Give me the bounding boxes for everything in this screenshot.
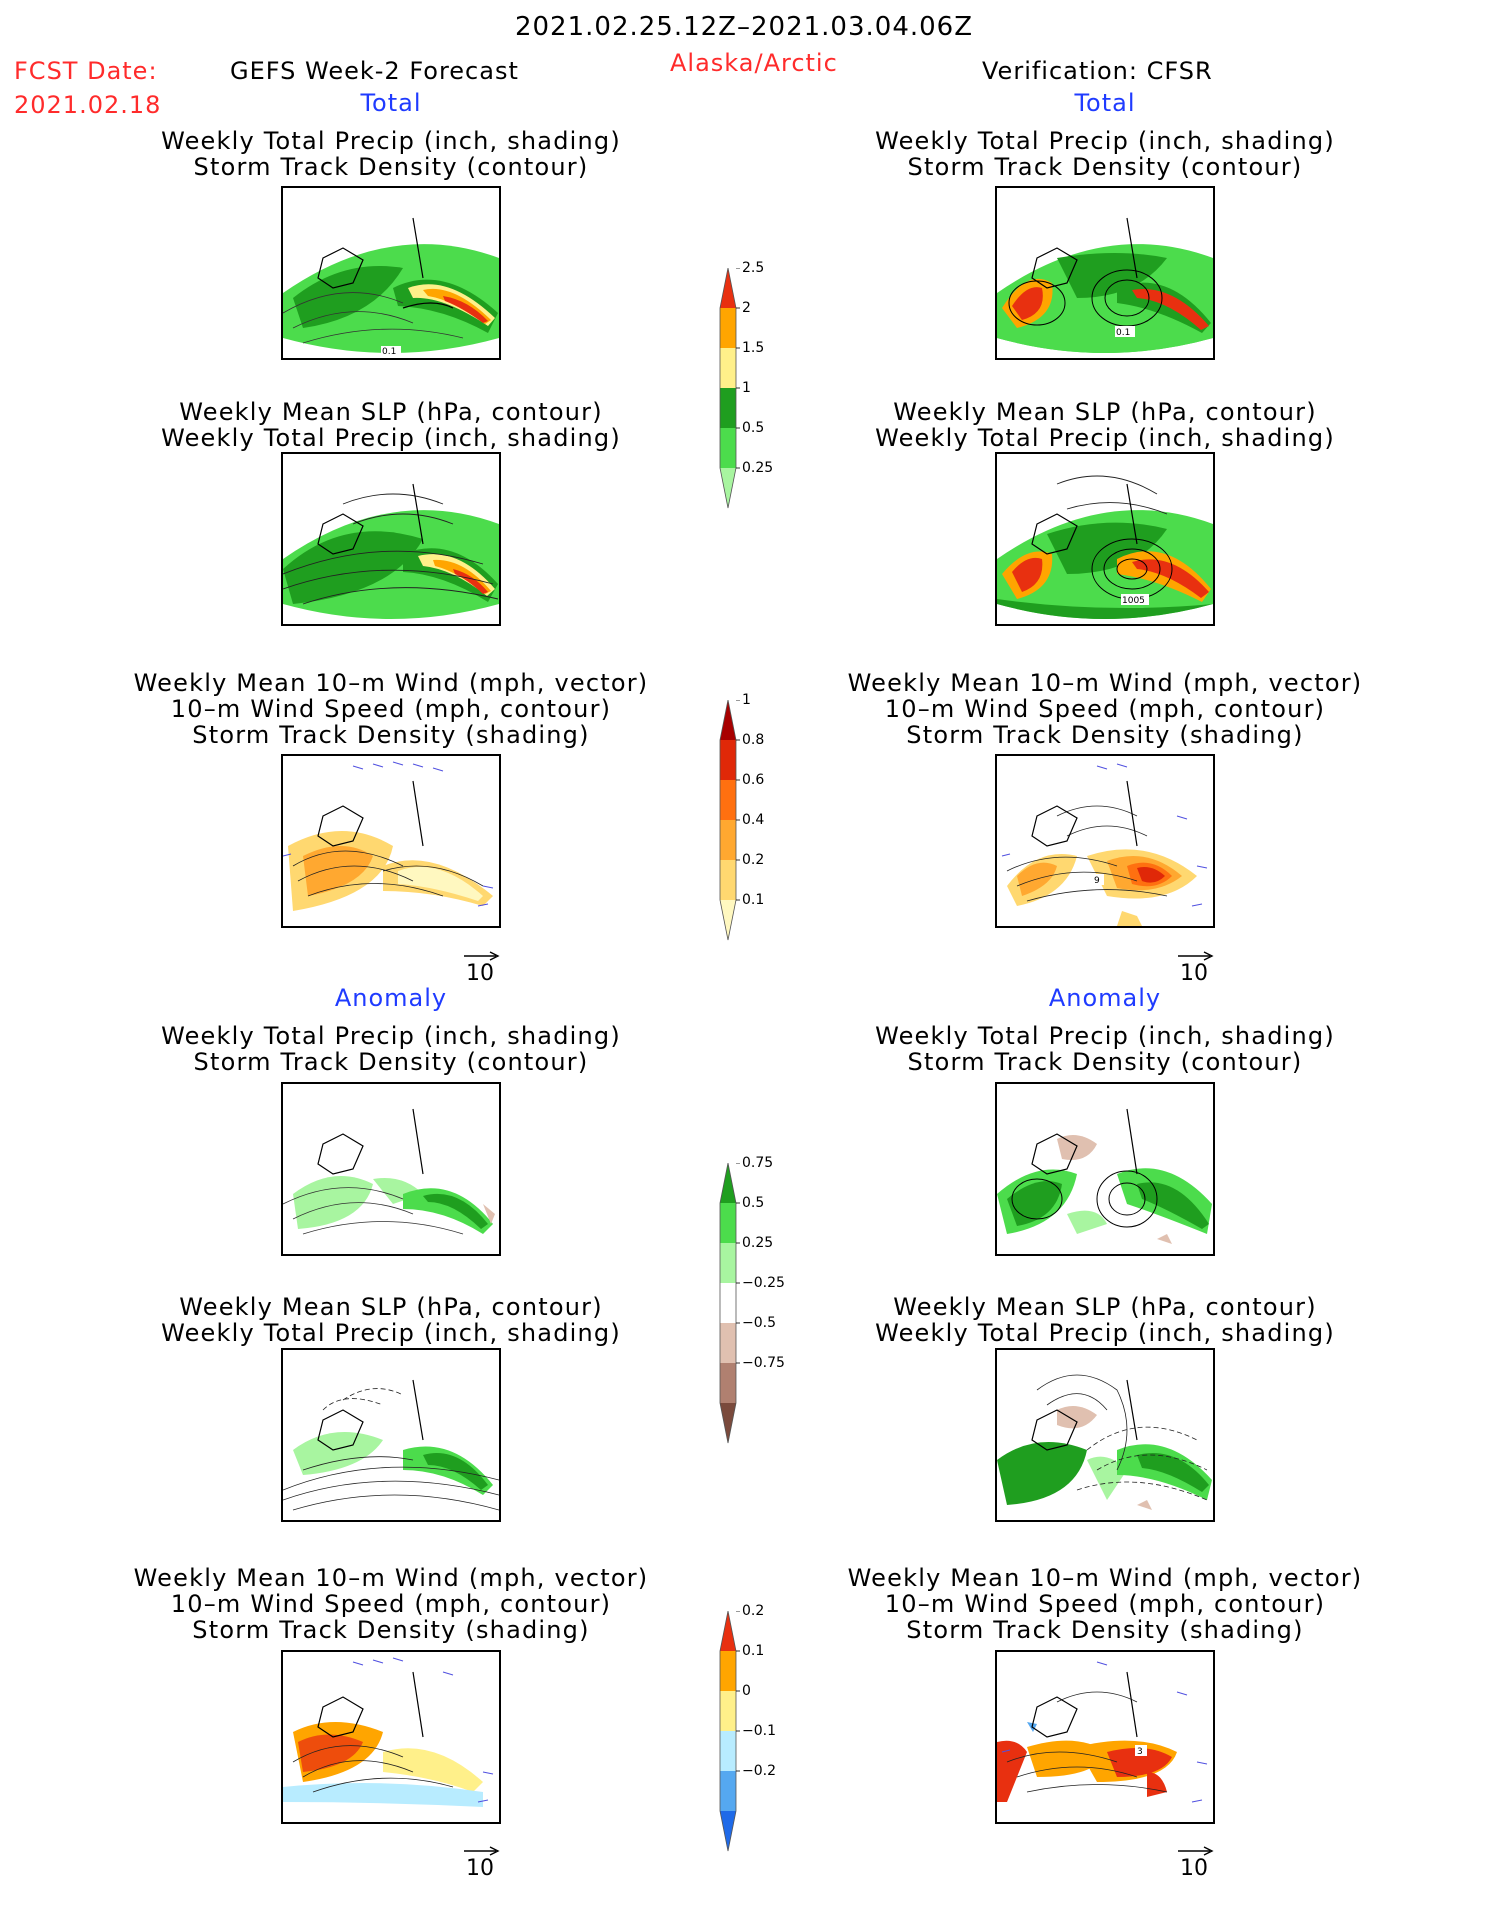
date-range: 2021.02.25.12Z–2021.03.04.06Z [514,12,974,42]
colorbar-swatch [720,780,736,820]
region-label: Alaska/Arctic [670,49,838,77]
colorbar-swatch [720,268,736,308]
fcst-date-value: 2021.02.18 [14,91,162,119]
colorbar-label: 0.75 [742,1155,774,1171]
colorbar-label: 0.4 [742,812,765,828]
colorbar-label: 2.5 [742,260,765,276]
vector-ref-cfsr-total: 10 [1176,950,1216,986]
colorbar-swatch [720,900,736,940]
colorbar-label: 1 [742,380,751,396]
map-gefs-anom-precip [281,1082,501,1256]
colorbar-swatch [720,740,736,780]
colorbar-label: 0.5 [742,420,765,436]
title-cfsr-total-precip: Weekly Total Precip (inch, shading) Storm… [875,127,1335,181]
colorbar-swatch [720,1283,736,1323]
colorbar-label: 0.2 [742,1603,765,1619]
title-gefs-anom-precip: Weekly Total Precip (inch, shading) Storm… [161,1022,621,1076]
section-total-left: Total [360,89,422,117]
colorbar-label: 0.8 [742,732,765,748]
colorbar-swatch [720,1403,736,1443]
colorbar-swatch [720,1611,736,1651]
colorbar-label: −0.75 [742,1355,785,1371]
title-gefs-total-slp: Weekly Mean SLP (hPa, contour) Weekly Tot… [161,398,621,452]
section-anomaly-right: Anomaly [1048,984,1162,1012]
colorbar-swatch [720,1203,736,1243]
colorbar-label: 1 [742,692,751,708]
colorbar-swatch [720,348,736,388]
title-gefs-total-wind: Weekly Mean 10–m Wind (mph, vector) 10–m … [133,669,649,749]
map-cfsr-total-slp: 1005 [995,452,1215,626]
title-gefs-anom-slp: Weekly Mean SLP (hPa, contour) Weekly Tot… [161,1293,621,1347]
colorbar-label: 0.5 [742,1195,765,1211]
colorbar-swatch [720,1811,736,1851]
vector-ref-gefs-anom: 10 [462,1845,502,1881]
colorbar-swatch [720,1323,736,1363]
colorbar-label: −0.1 [742,1723,776,1739]
colorbar-label: 1.5 [742,340,765,356]
colorbar-graphic [719,1163,740,1444]
colorbar-label: 0 [742,1683,751,1699]
colorbar-swatch [720,388,736,428]
colorbar-label: 0.1 [742,1643,765,1659]
title-cfsr-total-wind: Weekly Mean 10–m Wind (mph, vector) 10–m … [847,669,1363,749]
title-gefs-anom-wind: Weekly Mean 10–m Wind (mph, vector) 10–m … [133,1564,649,1644]
right-title: Verification: CFSR [982,57,1213,85]
map-cfsr-anom-wind: 3 [995,1650,1215,1824]
map-cfsr-anom-precip [995,1082,1215,1256]
map-gefs-total-slp [281,452,501,626]
vector-ref-cfsr-anom: 10 [1176,1845,1216,1881]
map-cfsr-anom-slp [995,1348,1215,1522]
map-gefs-total-wind [281,754,501,928]
colorbar-swatch [720,1243,736,1283]
colorbar-graphic [719,700,740,941]
map-gefs-total-precip: 0.1 [281,186,501,360]
vector-ref-gefs-total: 10 [462,950,502,986]
colorbar-label: 0.25 [742,460,774,476]
colorbar-label: −0.25 [742,1275,785,1291]
colorbar-swatch [720,468,736,508]
colorbar-swatch [720,820,736,860]
map-gefs-anom-slp [281,1348,501,1522]
colorbar-swatch [720,1651,736,1691]
title-cfsr-total-slp: Weekly Mean SLP (hPa, contour) Weekly Tot… [875,398,1335,452]
contour-label: 1005 [1122,596,1145,606]
contour-label: 3 [1137,1747,1143,1757]
map-cfsr-total-precip: 0.1 [995,186,1215,360]
colorbar-graphic [719,1611,740,1852]
colorbar-swatch [720,1691,736,1731]
colorbar-label: 0.2 [742,852,765,868]
colorbar-swatch [720,428,736,468]
map-gefs-anom-wind [281,1650,501,1824]
map-cfsr-total-wind: 9 [995,754,1215,928]
contour-label: 9 [1094,876,1100,886]
colorbar-swatch [720,1163,736,1203]
fcst-date-label: FCST Date: [14,57,158,85]
colorbar-label: 2 [742,300,751,316]
colorbar-graphic [719,268,740,509]
title-cfsr-anom-wind: Weekly Mean 10–m Wind (mph, vector) 10–m … [847,1564,1363,1644]
colorbar-swatch [720,308,736,348]
colorbar-swatch [720,700,736,740]
colorbar-label: 0.1 [742,892,765,908]
section-anomaly-left: Anomaly [334,984,448,1012]
left-title: GEFS Week-2 Forecast [230,57,519,85]
title-cfsr-anom-slp: Weekly Mean SLP (hPa, contour) Weekly Tot… [875,1293,1335,1347]
colorbar-swatch [720,1363,736,1403]
colorbar-label: 0.6 [742,772,765,788]
colorbar-label: 0.25 [742,1235,774,1251]
colorbar-label: −0.2 [742,1763,776,1779]
colorbar-swatch [720,860,736,900]
colorbar-swatch [720,1771,736,1811]
colorbar-label: −0.5 [742,1315,776,1331]
title-gefs-total-precip: Weekly Total Precip (inch, shading) Storm… [161,127,621,181]
title-cfsr-anom-precip: Weekly Total Precip (inch, shading) Storm… [875,1022,1335,1076]
section-total-right: Total [1074,89,1136,117]
contour-label: 0.1 [1116,328,1130,338]
contour-label: 0.1 [382,347,396,357]
colorbar-swatch [720,1731,736,1771]
